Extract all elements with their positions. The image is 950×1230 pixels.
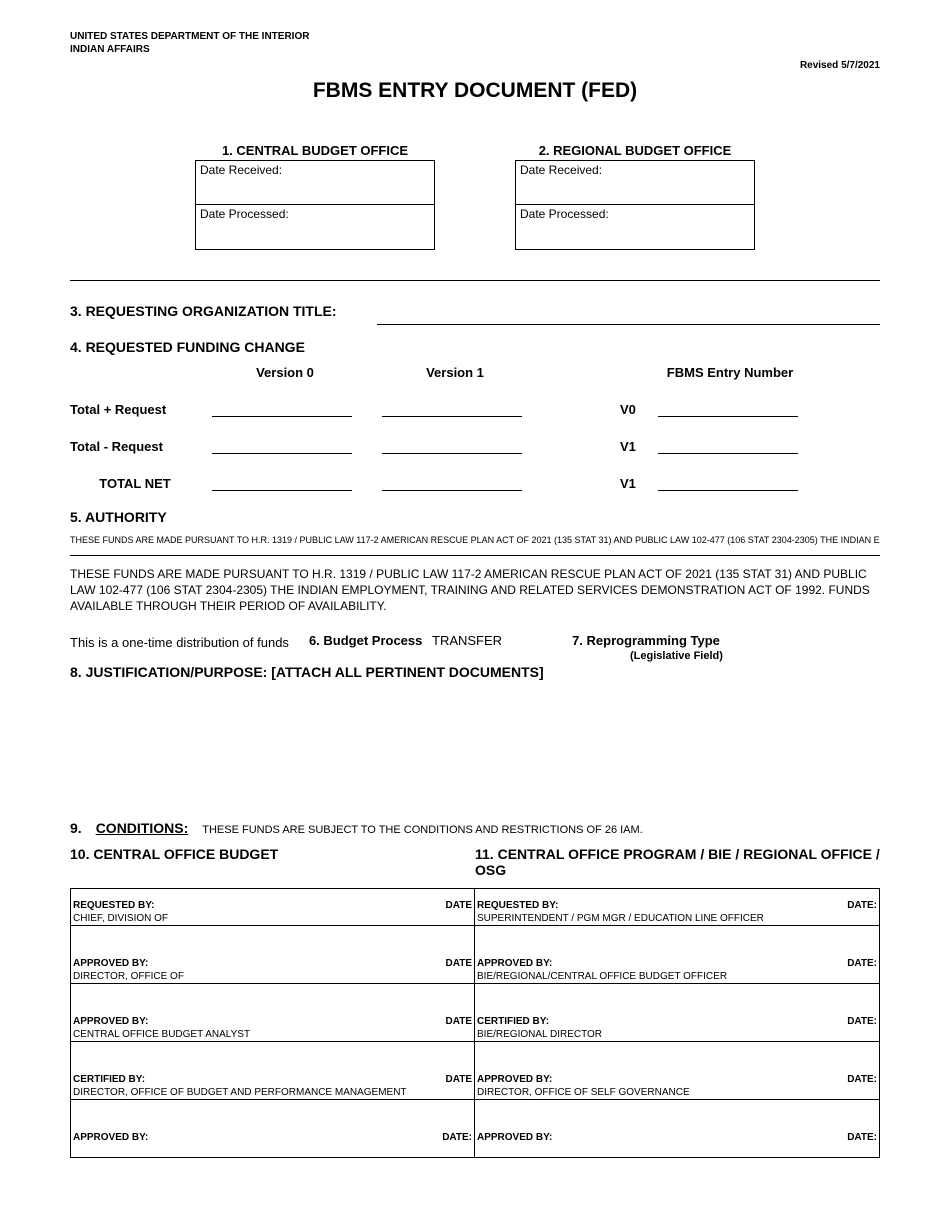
dept-line2: INDIAN AFFAIRS	[70, 43, 309, 56]
version1-header: Version 1	[370, 365, 540, 380]
sig-left-r5[interactable]: APPROVED BY:DATE:	[71, 1099, 474, 1157]
sig-right-r3[interactable]: CERTIFIED BY:DATE: BIE/REGIONAL DIRECTOR	[475, 983, 879, 1041]
v1a-label: V1	[620, 439, 636, 454]
office-boxes: 1. CENTRAL BUDGET OFFICE Date Received: …	[70, 143, 880, 250]
minus-v0-field[interactable]	[212, 436, 352, 454]
section-5-title: 5. AUTHORITY	[70, 509, 880, 525]
plus-v0-field[interactable]	[212, 399, 352, 417]
sig-left-r2[interactable]: APPROVED BY:DATE DIRECTOR, OFFICE OF	[71, 925, 474, 983]
central-office-title: 1. CENTRAL BUDGET OFFICE	[195, 143, 435, 158]
reprogramming-sub: (Legislative Field)	[630, 650, 880, 662]
sig-left-col: 10. CENTRAL OFFICE BUDGET REQUESTED BY:D…	[70, 846, 475, 1158]
central-office-col: 1. CENTRAL BUDGET OFFICE Date Received: …	[195, 143, 435, 250]
section-3-row: 3. REQUESTING ORGANIZATION TITLE:	[70, 289, 880, 325]
minus-v1-field[interactable]	[382, 436, 522, 454]
row-net-label: TOTAL NET	[70, 472, 200, 491]
section-8-title: 8. JUSTIFICATION/PURPOSE: [ATTACH ALL PE…	[70, 664, 880, 680]
conditions-label: CONDITIONS:	[96, 820, 189, 836]
regional-date-processed[interactable]: Date Processed:	[515, 205, 755, 250]
authority-full: THESE FUNDS ARE MADE PURSUANT TO H.R. 13…	[70, 566, 880, 615]
funding-header: Version 0 Version 1 FBMS Entry Number	[70, 365, 880, 380]
regional-office-title: 2. REGIONAL BUDGET OFFICE	[515, 143, 755, 158]
section-4-title: 4. REQUESTED FUNDING CHANGE	[70, 339, 880, 355]
fbms-v0-field[interactable]	[658, 399, 798, 417]
sig-left-r4[interactable]: CERTIFIED BY:DATE DIRECTOR, OFFICE OF BU…	[71, 1041, 474, 1099]
v1b-label: V1	[620, 476, 636, 491]
requesting-org-field[interactable]	[377, 307, 880, 325]
signature-section: 10. CENTRAL OFFICE BUDGET REQUESTED BY:D…	[70, 846, 880, 1158]
row-minus-label: Total - Request	[70, 435, 200, 454]
dept-line1: UNITED STATES DEPARTMENT OF THE INTERIOR	[70, 30, 309, 43]
budget-process-value: TRANSFER	[432, 633, 502, 648]
sig-right-col: 11. CENTRAL OFFICE PROGRAM / BIE / REGIO…	[475, 846, 880, 1158]
version0-header: Version 0	[200, 365, 370, 380]
funding-table: Version 0 Version 1 FBMS Entry Number To…	[70, 365, 880, 491]
section-3-title: 3. REQUESTING ORGANIZATION TITLE:	[70, 303, 337, 319]
fbms-entry-header: FBMS Entry Number	[540, 365, 880, 380]
funding-row-net: TOTAL NET V1	[70, 472, 880, 491]
onetime-text: This is a one-time distribution of funds	[70, 633, 289, 650]
section-10-title: 10. CENTRAL OFFICE BUDGET	[70, 846, 475, 882]
sig-right-r4[interactable]: APPROVED BY:DATE: DIRECTOR, OFFICE OF SE…	[475, 1041, 879, 1099]
net-v1-field[interactable]	[382, 473, 522, 491]
section-9: 9. CONDITIONS: THESE FUNDS ARE SUBJECT T…	[70, 820, 880, 836]
central-date-received[interactable]: Date Received:	[195, 160, 435, 205]
funding-row-minus: Total - Request V1	[70, 435, 880, 454]
funding-row-plus: Total + Request V0	[70, 398, 880, 417]
sig-left-table: REQUESTED BY:DATE CHIEF, DIVISION OF APP…	[70, 888, 475, 1158]
reprogramming-label: 7. Reprogramming Type	[572, 633, 720, 648]
row-plus-label: Total + Request	[70, 398, 200, 417]
sig-right-table: REQUESTED BY:DATE: SUPERINTENDENT / PGM …	[475, 888, 880, 1158]
header: UNITED STATES DEPARTMENT OF THE INTERIOR…	[70, 30, 880, 71]
revised-date: Revised 5/7/2021	[800, 60, 880, 71]
plus-v1-field[interactable]	[382, 399, 522, 417]
sig-left-r1[interactable]: REQUESTED BY:DATE CHIEF, DIVISION OF	[71, 889, 474, 925]
fbms-v1a-field[interactable]	[658, 436, 798, 454]
divider-2	[70, 555, 880, 556]
central-date-processed[interactable]: Date Processed:	[195, 205, 435, 250]
budget-process-label: 6. Budget Process	[309, 633, 422, 648]
sig-right-r2[interactable]: APPROVED BY:DATE: BIE/REGIONAL/CENTRAL O…	[475, 925, 879, 983]
sig-left-r3[interactable]: APPROVED BY:DATE CENTRAL OFFICE BUDGET A…	[71, 983, 474, 1041]
department-block: UNITED STATES DEPARTMENT OF THE INTERIOR…	[70, 30, 309, 56]
section-11-title: 11. CENTRAL OFFICE PROGRAM / BIE / REGIO…	[475, 846, 880, 882]
conditions-text: THESE FUNDS ARE SUBJECT TO THE CONDITION…	[202, 824, 642, 836]
row-6-7: This is a one-time distribution of funds…	[70, 633, 880, 650]
section-9-num: 9.	[70, 820, 82, 836]
fbms-v1b-field[interactable]	[658, 473, 798, 491]
divider	[70, 280, 880, 281]
v0-label: V0	[620, 402, 636, 417]
document-title: FBMS ENTRY DOCUMENT (FED)	[70, 79, 880, 103]
regional-office-col: 2. REGIONAL BUDGET OFFICE Date Received:…	[515, 143, 755, 250]
authority-short: THESE FUNDS ARE MADE PURSUANT TO H.R. 13…	[70, 535, 880, 545]
net-v0-field[interactable]	[212, 473, 352, 491]
regional-date-received[interactable]: Date Received:	[515, 160, 755, 205]
sig-right-r1[interactable]: REQUESTED BY:DATE: SUPERINTENDENT / PGM …	[475, 889, 879, 925]
sig-right-r5[interactable]: APPROVED BY:DATE:	[475, 1099, 879, 1157]
